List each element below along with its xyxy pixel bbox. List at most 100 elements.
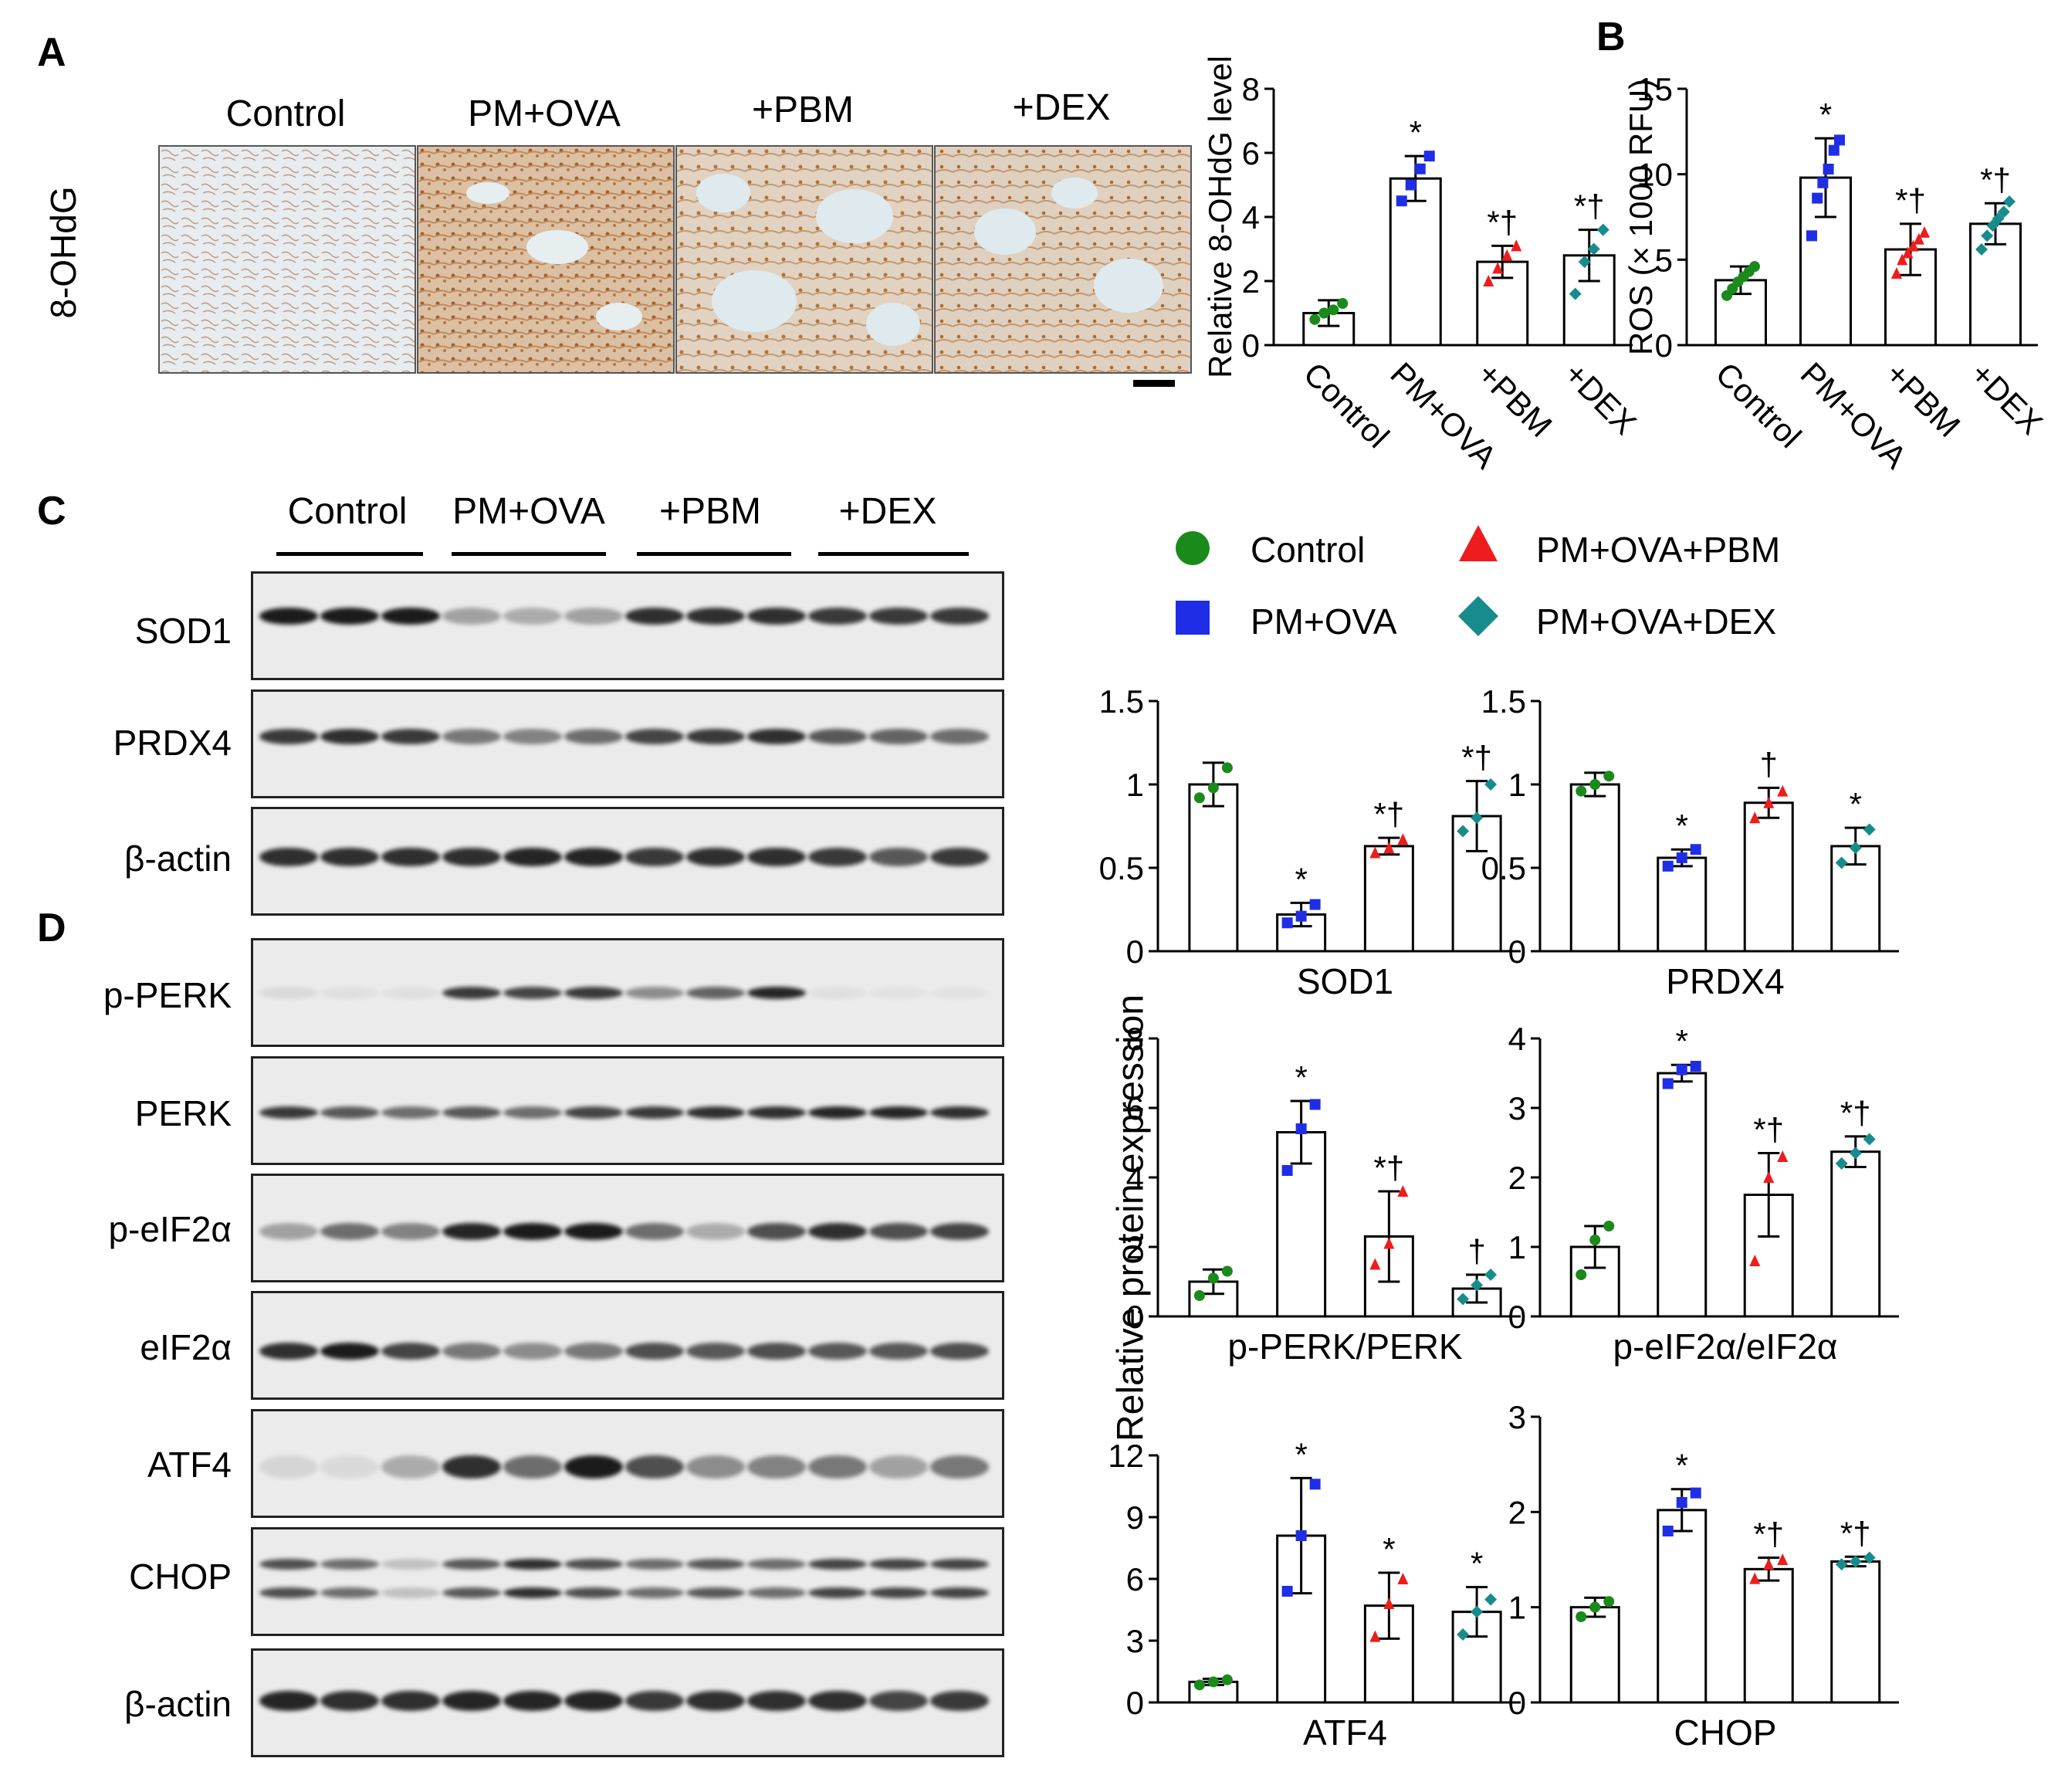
prdx4-data-point — [1690, 844, 1701, 855]
peif2a-data-point — [1749, 1255, 1761, 1266]
blot-band — [747, 1691, 806, 1711]
pperk-data-point — [1383, 1237, 1395, 1249]
chop-significance-label: *† — [1840, 1515, 1871, 1551]
ros-data-point — [1738, 271, 1749, 283]
chop-data-point — [1763, 1558, 1775, 1570]
chop-data-point — [1835, 1558, 1848, 1571]
blot-label-chop: CHOP — [129, 1557, 232, 1597]
protein-expression-ylabel: Relative protein expression — [1110, 994, 1152, 1441]
sod1-significance-label: *† — [1461, 740, 1492, 776]
blot-beta-actin-c — [251, 807, 1004, 916]
prdx4-bar — [1830, 845, 1881, 953]
blot-prdx4 — [251, 689, 1004, 798]
8ohdg-data-point — [1318, 307, 1330, 319]
ros-data-point — [1913, 232, 1924, 245]
ihc-group-label-pm-ova: PM+OVA — [468, 93, 621, 134]
8ohdg-y-tick-label: 0 — [1242, 327, 1260, 364]
blot-band — [442, 1223, 501, 1240]
blot-band — [686, 1223, 745, 1240]
blot-band — [686, 608, 745, 625]
ros-y-tick-label: 5 — [1655, 242, 1673, 278]
chop-data-point — [1863, 1551, 1876, 1564]
pperk-bar — [1451, 1287, 1502, 1318]
ros-data-point — [1907, 239, 1919, 252]
blot-band — [320, 1559, 379, 1570]
ros-data-point — [1812, 192, 1823, 204]
ros-y-tick-label: 10 — [1636, 157, 1673, 193]
chop-data-point — [1849, 1555, 1862, 1568]
blot-band — [747, 1587, 806, 1598]
sod1-bar — [1363, 845, 1414, 953]
blot-chop — [251, 1527, 1004, 1636]
8ohdg-data-point — [1596, 223, 1609, 236]
sod1-data-point — [1193, 792, 1205, 804]
chop-bar — [1657, 1509, 1708, 1704]
blot-band — [381, 729, 440, 744]
blot-band — [747, 1343, 806, 1360]
blot-band — [320, 1691, 379, 1711]
peif2a-y-tick-label: 0 — [1508, 1299, 1526, 1335]
ros-data-point — [1975, 243, 1988, 256]
blot-group-label-dex: +DEX — [838, 491, 937, 532]
sod1-data-point — [1471, 811, 1484, 825]
ihc-image-pbm — [675, 145, 933, 374]
pperk-significance-label: *† — [1374, 1150, 1405, 1186]
pperk-data-point — [1295, 1123, 1307, 1134]
blot-band — [625, 1223, 684, 1240]
blot-band — [869, 987, 928, 999]
prdx4-data-point — [1589, 779, 1601, 790]
8ohdg-bar — [1389, 177, 1442, 347]
chop-y-tick-label: 2 — [1508, 1494, 1526, 1530]
pperk-data-point — [1397, 1185, 1409, 1197]
ros-data-point — [1828, 144, 1840, 156]
atf4-data-point — [1207, 1676, 1219, 1688]
blot-band — [320, 1587, 379, 1598]
atf4-bar — [1451, 1611, 1502, 1704]
sod1-y-tick-label: 0.5 — [1099, 850, 1144, 886]
group-underline-dex — [818, 552, 969, 556]
chop-data-point — [1777, 1553, 1789, 1565]
blot-band — [686, 987, 745, 999]
blot-sod1 — [251, 571, 1004, 680]
8ohdg-bar — [1476, 260, 1529, 347]
blot-beta-actin-d — [251, 1648, 1004, 1757]
peif2a-bar — [1830, 1150, 1881, 1318]
atf4-chart-title: ATF4 — [1303, 1712, 1387, 1753]
legend: Control PM+OVA+PBM PM+OVA PM+OVA+DEX — [1169, 517, 1864, 656]
peif2a-data-point — [1849, 1147, 1862, 1160]
blot-band — [625, 1343, 684, 1360]
blot-band — [320, 1106, 379, 1119]
8ohdg-data-point — [1501, 249, 1513, 261]
blot-band — [747, 1559, 806, 1570]
blot-band — [686, 1106, 745, 1119]
blot-band — [808, 1455, 867, 1479]
ros-data-point — [1727, 283, 1738, 294]
prdx4-significance-label: * — [1850, 786, 1862, 822]
blot-band — [930, 608, 989, 625]
pperk-data-point — [1281, 1165, 1293, 1176]
blot-band — [747, 729, 806, 744]
pperk-data-point — [1193, 1290, 1205, 1301]
ros-x-tick-label: Control — [1709, 355, 1809, 455]
blot-band — [259, 608, 318, 625]
8ohdg-x-tick-label: +PBM — [1471, 355, 1559, 444]
peif2a-data-point — [1690, 1061, 1701, 1072]
chop-data-point — [1576, 1611, 1587, 1622]
prdx4-data-point — [1576, 785, 1587, 797]
panel-letter-a: A — [37, 30, 66, 75]
pperk-significance-label: * — [1295, 1059, 1307, 1096]
peif2a-data-point — [1589, 1235, 1601, 1245]
blot-band — [808, 1559, 867, 1570]
blot-band — [747, 1106, 806, 1119]
peif2a-data-point — [1835, 1157, 1848, 1170]
ros-data-point — [1743, 266, 1755, 277]
ros-bar — [1969, 222, 2022, 347]
blot-band — [808, 729, 867, 744]
blot-label-p-eif2a: p-eIF2α — [108, 1209, 232, 1249]
atf4-data-point — [1471, 1605, 1484, 1618]
ros-data-point — [1732, 276, 1744, 288]
ihc-group-label-dex: +DEX — [1012, 87, 1111, 128]
blot-band — [625, 1587, 684, 1598]
blot-band — [381, 1691, 440, 1711]
blot-band — [808, 1106, 867, 1119]
